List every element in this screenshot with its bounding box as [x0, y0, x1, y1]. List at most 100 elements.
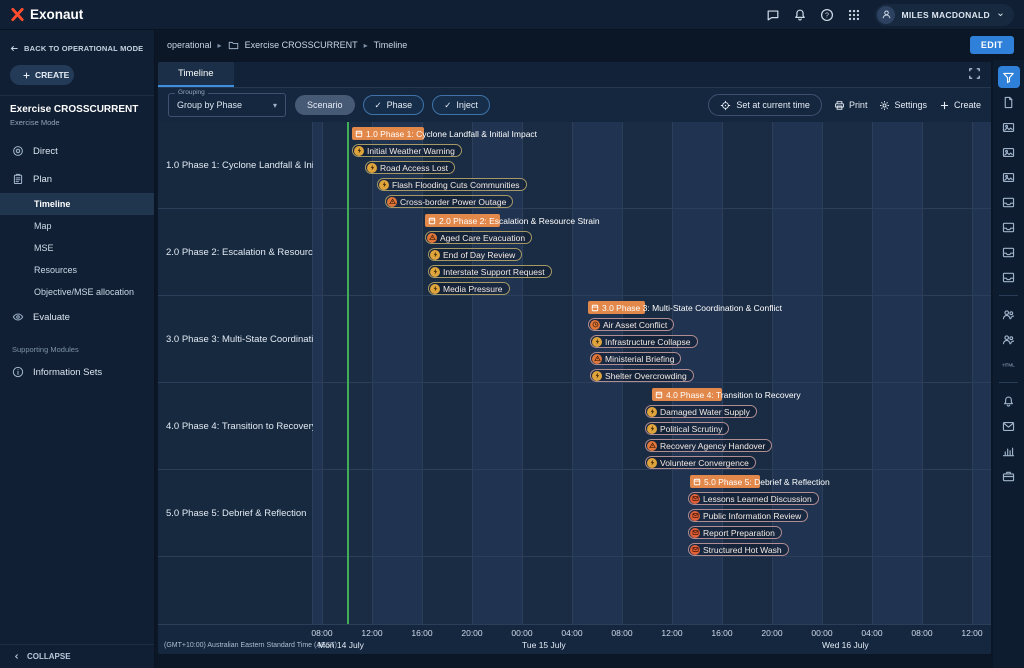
phase-bar[interactable]: 5.0 Phase 5: Debrief & Reflection [690, 475, 830, 488]
inject-chip[interactable]: End of Day Review [428, 248, 522, 261]
app-topbar: Exonaut ? MILES MACDONALD [0, 0, 1024, 30]
sidebar-item-timeline[interactable]: Timeline [0, 193, 154, 215]
work-row: Timeline Grouping Group by Phase ▾ Scena… [155, 60, 1024, 668]
sidebar-item-plan[interactable]: Plan [0, 165, 154, 193]
briefcase-icon[interactable] [998, 465, 1020, 487]
inject-chip[interactable]: Report Preparation [688, 526, 782, 539]
axis-day-label: Tue 15 July [522, 640, 566, 650]
apps-icon[interactable] [840, 3, 867, 27]
breadcrumb-exercise-crosscurrent[interactable]: Exercise CROSSCURRENT [245, 40, 358, 50]
sidebar-item-information-sets[interactable]: Information Sets [0, 358, 154, 386]
chevron-down-icon [996, 10, 1005, 19]
sidebar-item-map[interactable]: Map [0, 215, 154, 237]
filter-chip-phase[interactable]: ✓Phase [363, 95, 425, 115]
tray-icon[interactable] [998, 241, 1020, 263]
inject-chip[interactable]: Recovery Agency Handover [645, 439, 772, 452]
bolt-icon [592, 337, 602, 347]
phase-bar[interactable]: 3.0 Phase 3: Multi-State Coordination & … [588, 301, 782, 314]
inject-chip[interactable]: Public Information Review [688, 509, 808, 522]
back-to-operational-mode[interactable]: BACK TO OPERATIONAL MODE [0, 40, 154, 57]
filter-chip-scenario[interactable]: Scenario [295, 95, 355, 115]
warning-icon [592, 354, 602, 364]
inject-chip[interactable]: Media Pressure [428, 282, 510, 295]
grouping-select[interactable]: Grouping Group by Phase ▾ [168, 93, 286, 117]
inject-chip[interactable]: Cross-border Power Outage [385, 195, 513, 208]
tray-icon[interactable] [998, 191, 1020, 213]
filter-chip-inject[interactable]: ✓Inject [432, 95, 490, 115]
inject-chip[interactable]: Lessons Learned Discussion [688, 492, 819, 505]
breadcrumb-operational[interactable]: operational [167, 40, 212, 50]
tray-icon[interactable] [998, 216, 1020, 238]
inject-chip[interactable]: Interstate Support Request [428, 265, 552, 278]
mail-icon [690, 528, 700, 538]
sidebar-item-direct[interactable]: Direct [0, 137, 154, 165]
mail-icon[interactable] [998, 415, 1020, 437]
users-icon[interactable] [998, 303, 1020, 325]
user-menu[interactable]: MILES MACDONALD [875, 4, 1014, 26]
fullscreen-icon[interactable] [968, 67, 981, 83]
card-icon[interactable] [998, 166, 1020, 188]
sidebar-item-objective-mse-allocation[interactable]: Objective/MSE allocation [0, 281, 154, 303]
inject-chip[interactable]: Structured Hot Wash [688, 543, 789, 556]
create-button[interactable]: CREATE [10, 65, 74, 85]
print-icon [834, 100, 845, 111]
nav-section-label: Supporting Modules [0, 331, 154, 358]
print-button[interactable]: Print [834, 100, 868, 111]
set-at-current-time-button[interactable]: Set at current time [708, 94, 822, 116]
users-icon[interactable] [998, 328, 1020, 350]
html-icon[interactable]: HTML [998, 353, 1020, 375]
timeline-row: 2.0 Phase 2: Escalation & Resource S...2… [158, 209, 991, 296]
inject-chip[interactable]: Infrastructure Collapse [590, 335, 698, 348]
chart-icon[interactable] [998, 440, 1020, 462]
card-icon[interactable] [998, 116, 1020, 138]
sidebar-nav: DirectPlanTimelineMapMSEResourcesObjecti… [0, 137, 154, 386]
chevron-left-icon [12, 652, 21, 661]
chat-icon[interactable] [759, 3, 786, 27]
create-inject-button[interactable]: Create [939, 100, 981, 111]
settings-button[interactable]: Settings [879, 100, 927, 111]
grouping-label: Grouping [175, 89, 208, 96]
phase-row-label: 5.0 Phase 5: Debrief & Reflection [158, 470, 313, 556]
bolt-icon [430, 250, 440, 260]
rail-divider [999, 382, 1018, 383]
phase-bar[interactable]: 1.0 Phase 1: Cyclone Landfall & Initial … [352, 127, 537, 140]
inject-chip[interactable]: Political Scrutiny [645, 422, 729, 435]
inject-chip[interactable]: Initial Weather Warning [352, 144, 462, 157]
mail-icon [690, 545, 700, 555]
axis-day-label: Wed 16 July [822, 640, 869, 650]
box-icon [428, 217, 436, 225]
plus-icon [22, 71, 31, 80]
tab-timeline[interactable]: Timeline [158, 62, 234, 87]
inject-chip[interactable]: Volunteer Convergence [645, 456, 756, 469]
inject-chip[interactable]: Shelter Overcrowding [590, 369, 694, 382]
sidebar-item-mse[interactable]: MSE [0, 237, 154, 259]
phase-bar[interactable]: 4.0 Phase 4: Transition to Recovery [652, 388, 801, 401]
clipboard-icon [12, 173, 24, 185]
axis-tick: 20:00 [761, 628, 782, 638]
page-icon[interactable] [998, 91, 1020, 113]
inject-chip[interactable]: Road Access Lost [365, 161, 455, 174]
axis-day-label: Mon 14 July [318, 640, 364, 650]
time-axis: (GMT+10:00) Australian Eastern Standard … [158, 624, 991, 654]
bell-icon[interactable] [786, 3, 813, 27]
inject-chip[interactable]: Aged Care Evacuation [425, 231, 532, 244]
bolt-icon [354, 146, 364, 156]
inject-chip[interactable]: Ministerial Briefing [590, 352, 681, 365]
bell-icon[interactable] [998, 390, 1020, 412]
card-icon[interactable] [998, 141, 1020, 163]
filter-icon[interactable] [998, 66, 1020, 88]
inject-chip[interactable]: Air Asset Conflict [588, 318, 674, 331]
inject-chip[interactable]: Damaged Water Supply [645, 405, 757, 418]
sidebar-item-resources[interactable]: Resources [0, 259, 154, 281]
box-icon [591, 304, 599, 312]
tray-icon[interactable] [998, 266, 1020, 288]
edit-button[interactable]: EDIT [970, 36, 1014, 54]
plus-icon [939, 100, 950, 111]
help-icon[interactable]: ? [813, 3, 840, 27]
phase-bar[interactable]: 2.0 Phase 2: Escalation & Resource Strai… [425, 214, 600, 227]
inject-chip[interactable]: Flash Flooding Cuts Communities [377, 178, 527, 191]
bolt-icon [367, 163, 377, 173]
collapse-sidebar-button[interactable]: COLLAPSE [0, 644, 154, 668]
sidebar-item-evaluate[interactable]: Evaluate [0, 303, 154, 331]
crosshair-icon [720, 100, 731, 111]
